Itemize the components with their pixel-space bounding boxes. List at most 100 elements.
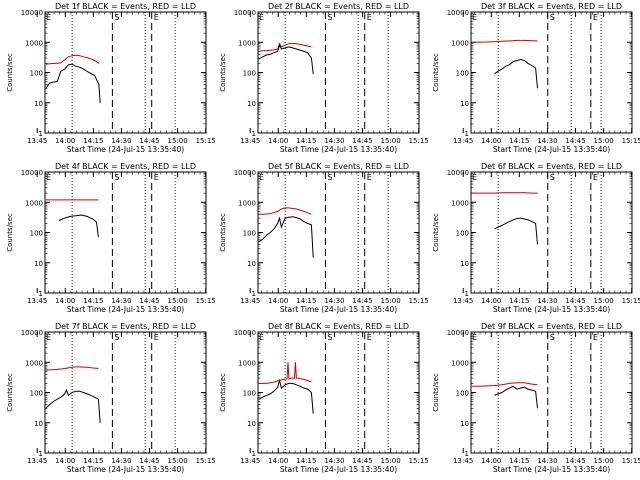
flag-label-start: E (259, 333, 264, 342)
flag-label-end: E (154, 173, 159, 182)
flag-label-end: E (367, 333, 372, 342)
y-tick-label: 100 (243, 230, 256, 238)
axes-frame (470, 171, 633, 294)
x-tick-label: 15:00 (168, 297, 188, 305)
flag-label-end: E (154, 333, 159, 342)
flag-label-mid: S (327, 173, 332, 182)
y-axis-label: Counts/sec (6, 213, 14, 252)
chart-svg: Det 8f BLACK = Events, RED = LLD 1 10 100 10… (219, 322, 429, 474)
y-tick-label: 10000 (21, 9, 43, 17)
x-tick-label: 14:15 (83, 297, 103, 305)
flag-label-mid: S (550, 333, 555, 342)
flag-label-end: E (593, 173, 598, 182)
x-tick-label: 13:45 (27, 297, 47, 305)
y-tick-label: 100 (30, 390, 43, 398)
chart-svg: Det 3f BLACK = Events, RED = LLD 1 10 100 10… (432, 2, 640, 154)
y-tick-label: 100 (456, 390, 469, 398)
chart-svg: Det 7f BLACK = Events, RED = LLD 1 10 100 10… (6, 322, 216, 474)
flag-label-mid: S (550, 13, 555, 22)
x-tick-label: 15:00 (594, 297, 614, 305)
x-tick-label: 15:00 (594, 137, 614, 145)
chart-title: Det 9f BLACK = Events, RED = LLD (481, 322, 622, 331)
events-series-line (494, 217, 538, 245)
y-tick-label: 1000 (25, 39, 43, 47)
y-tick-label: 1000 (451, 359, 469, 367)
chart-title: Det 4f BLACK = Events, RED = LLD (55, 162, 196, 171)
detector-panel: Det 8f BLACK = Events, RED = LLD 1 10 100 10… (213, 320, 429, 480)
flag-label-end: E (367, 13, 372, 22)
lld-series-line (471, 382, 538, 387)
x-tick-label: 14:15 (296, 297, 316, 305)
x-tick-label: 14:00 (268, 457, 288, 465)
chart-title: Det 7f BLACK = Events, RED = LLD (55, 322, 196, 331)
lld-series-line (45, 54, 100, 65)
x-tick-label: 14:00 (481, 297, 501, 305)
axes-frame (44, 331, 207, 454)
y-tick-label: 10 (34, 100, 43, 108)
y-tick-label: 100 (243, 390, 256, 398)
y-tick-label: 1 (465, 450, 469, 458)
y-tick-label: 1 (465, 130, 469, 138)
x-tick-label: 14:00 (55, 457, 75, 465)
events-series-line (258, 43, 314, 74)
x-tick-label: 14:00 (55, 297, 75, 305)
chart-svg: Det 5f BLACK = Events, RED = LLD 1 10 100 10… (219, 162, 429, 314)
y-tick-label: 1 (39, 130, 43, 138)
axes-frame (470, 11, 633, 134)
flag-label-mid: S (114, 13, 119, 22)
y-axis-label: Counts/sec (219, 373, 227, 412)
x-tick-label: 13:45 (27, 457, 47, 465)
y-axis-label: Counts/sec (6, 373, 14, 412)
x-tick-label: 14:30 (324, 137, 344, 145)
y-tick-label: 100 (243, 70, 256, 78)
x-tick-label: 14:45 (565, 297, 585, 305)
y-tick-label: 10 (34, 260, 43, 268)
y-tick-label: 1 (465, 290, 469, 298)
y-tick-label: 10000 (21, 329, 43, 337)
detector-panel: Det 5f BLACK = Events, RED = LLD 1 10 100 10… (213, 160, 429, 320)
x-tick-label: 14:45 (139, 457, 159, 465)
chart-title: Det 3f BLACK = Events, RED = LLD (481, 2, 622, 11)
x-tick-label: 15:00 (168, 137, 188, 145)
x-axis-label: Start Time (24-Jul-15 13:35:40) (280, 145, 397, 154)
x-tick-label: 14:15 (296, 137, 316, 145)
flag-label-end: E (367, 173, 372, 182)
flag-label-end: E (154, 13, 159, 22)
y-tick-label: 10000 (234, 9, 256, 17)
detector-panel: Det 7f BLACK = Events, RED = LLD 1 10 100 10… (0, 320, 216, 480)
x-axis-label: Start Time (24-Jul-15 13:35:40) (493, 465, 610, 474)
flag-label-start: E (472, 173, 477, 182)
x-tick-label: 14:15 (509, 457, 529, 465)
events-series-line (494, 385, 538, 409)
x-axis-label: Start Time (24-Jul-15 13:35:40) (493, 145, 610, 154)
flag-label-end: E (593, 13, 598, 22)
chart-svg: Det 6f BLACK = Events, RED = LLD 1 10 100 10… (432, 162, 640, 314)
x-tick-label: 15:15 (409, 137, 429, 145)
chart-svg: Det 4f BLACK = Events, RED = LLD 1 10 100 10… (6, 162, 216, 314)
events-series-line (58, 214, 99, 238)
chart-svg: Det 1f BLACK = Events, RED = LLD 1 10 100 10… (6, 2, 216, 154)
y-axis-label: Counts/sec (219, 53, 227, 92)
y-axis-label: Counts/sec (432, 53, 440, 92)
x-tick-label: 15:00 (381, 137, 401, 145)
x-tick-label: 15:00 (381, 297, 401, 305)
x-tick-label: 13:45 (453, 297, 473, 305)
axes-frame (257, 171, 420, 294)
lld-series-line (45, 366, 99, 371)
x-tick-label: 14:45 (565, 457, 585, 465)
x-tick-label: 15:15 (409, 297, 429, 305)
x-tick-label: 15:15 (196, 297, 216, 305)
y-tick-label: 100 (456, 230, 469, 238)
x-axis-label: Start Time (24-Jul-15 13:35:40) (67, 465, 184, 474)
y-tick-label: 10000 (447, 169, 469, 177)
y-tick-label: 10000 (21, 169, 43, 177)
x-tick-label: 15:00 (168, 457, 188, 465)
y-tick-label: 1000 (25, 359, 43, 367)
y-tick-label: 10 (460, 260, 469, 268)
y-tick-label: 10 (460, 420, 469, 428)
y-tick-label: 10 (34, 420, 43, 428)
x-tick-label: 14:00 (481, 137, 501, 145)
y-tick-label: 1000 (25, 199, 43, 207)
y-axis-label: Counts/sec (219, 213, 227, 252)
